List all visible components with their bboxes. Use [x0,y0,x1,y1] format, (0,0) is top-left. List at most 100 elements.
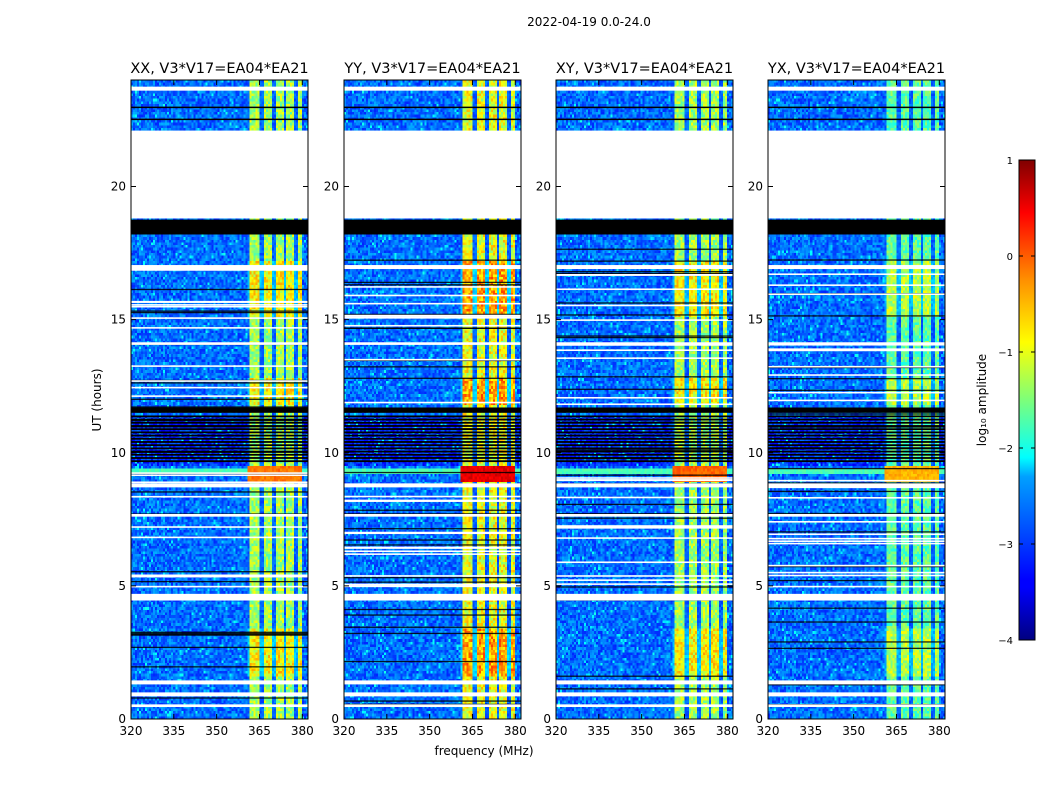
axes-frame [343,79,522,720]
flag-line [131,118,308,121]
flag-line-white [556,537,733,539]
y-tick-label: 20 [748,180,763,194]
flag-band-black [768,431,945,434]
flag-band-white [344,130,521,219]
flag-band-white [344,513,521,517]
y-tick-label: 15 [324,313,339,327]
flag-line [768,647,945,649]
flag-band-black [344,460,521,463]
flag-band-black [344,444,521,447]
flag-line-white [344,585,521,587]
flag-line [131,634,308,636]
flag-line-white [556,403,733,406]
flag-line-white [768,497,945,499]
flag-line-white [768,564,945,567]
flag-line-white [768,273,945,276]
flag-band-white [556,692,733,697]
axes-frame [130,79,309,720]
flag-band-black [344,450,521,453]
flag-band-black [556,418,733,421]
flag-band-black [344,428,521,431]
flag-band-black [768,457,945,459]
flag-line [768,607,945,609]
flag-line [768,467,945,470]
flag-line [556,118,733,121]
flag-band-black [556,460,733,463]
flag-line-white [131,365,308,367]
flag-line-white [556,396,733,399]
flag-line-white [768,399,945,402]
flag-line [344,366,521,368]
x-tick-label: 365 [885,724,908,738]
x-tick-label: 380 [504,724,527,738]
flag-line [556,675,733,677]
flag-line [131,288,308,291]
flag-line-white [768,486,945,489]
flag-line-white [131,300,308,303]
flag-line [556,335,733,337]
flag-line-white [131,536,308,539]
y-tick-label: 10 [536,446,551,460]
flag-line-white [556,561,733,564]
flag-line-white [556,525,733,527]
flag-line [344,544,521,546]
flag-line-white [556,527,733,529]
x-tick-label: 320 [757,724,780,738]
flag-band-black [131,453,308,456]
x-tick-label: 365 [673,724,696,738]
flag-line [344,632,521,635]
flag-band-black [131,219,308,235]
flag-line [556,688,733,690]
colorbar-label: log₁₀ amplitude [975,354,989,446]
flag-band-black [768,418,945,421]
flag-line [344,471,521,474]
flag-line-white [344,317,521,319]
flag-band-black [131,421,308,424]
flag-line [344,513,521,515]
flag-line-white [131,575,308,578]
flag-line [556,376,733,378]
flag-line [344,106,521,109]
x-tick-label: 350 [630,724,653,738]
flag-line-white [344,553,521,555]
flag-line [768,426,945,428]
flag-line-white [556,477,733,479]
flag-line-white [131,304,308,306]
flag-band-white [131,342,308,345]
flag-band-black [344,415,521,418]
flag-band-black [344,219,521,235]
flag-line [768,106,945,109]
y-tick-label: 0 [118,712,126,726]
flag-band-black [131,415,308,418]
x-tick-label: 335 [375,724,398,738]
flag-band-black [556,457,733,459]
flag-line [768,684,945,686]
flag-line [768,482,945,484]
colorbar: 1 0 −1 −2 −3 −4 log₁₀ amplitude [975,156,1036,647]
y-tick-label: 10 [748,446,763,460]
flag-line-white [344,547,521,549]
y-tick-label: 20 [324,180,339,194]
y-tick-label: 15 [748,313,763,327]
flag-line [344,614,521,616]
flag-line [556,449,733,451]
flag-band-black [768,219,945,235]
flag-line [768,389,945,391]
flag-line-white [131,574,308,577]
flag-line-white [131,483,308,485]
flag-band-white [344,593,521,601]
flag-line-white [768,533,945,536]
flag-line-white [768,540,945,542]
flag-band-black [768,441,945,443]
flag-line [344,608,521,611]
flag-line [556,302,733,304]
flag-line [768,565,945,568]
x-tick-label: 380 [716,724,739,738]
figure-suptitle: 2022-04-19 0.0-24.0 [527,15,651,29]
axes-frame [555,79,734,720]
flag-line-white [556,583,733,585]
flag-line-white [768,348,945,350]
flag-band-black [768,407,945,413]
flag-band-black [344,457,521,459]
x-tick-label: 350 [842,724,865,738]
